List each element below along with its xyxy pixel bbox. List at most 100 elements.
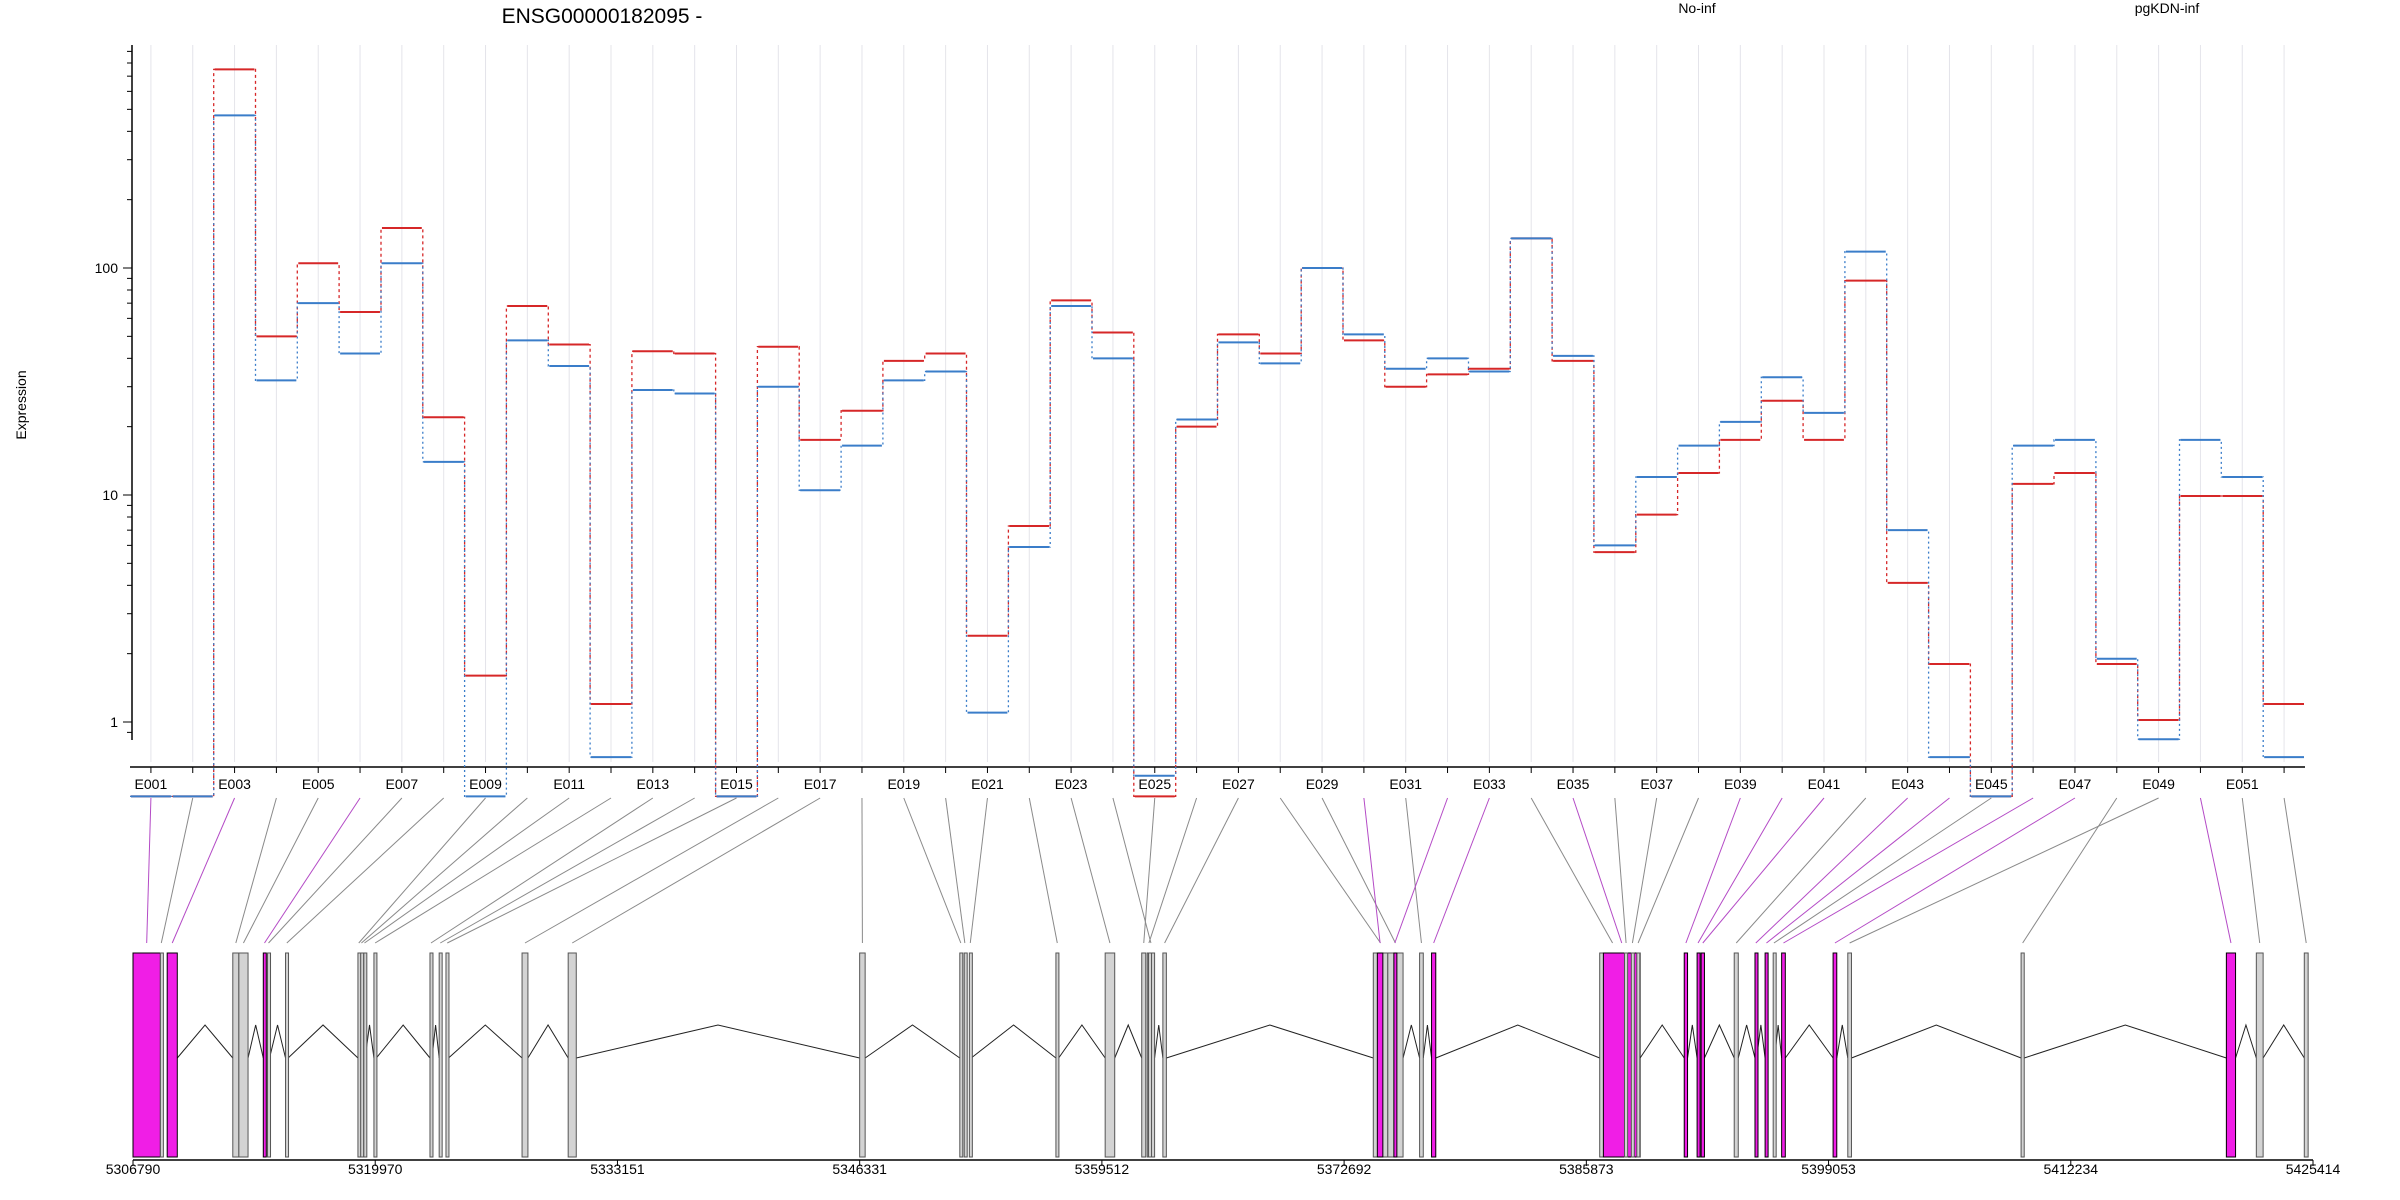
x-tick-label: E017 <box>804 776 837 792</box>
exon <box>232 952 240 1158</box>
x-tick-label: E047 <box>2059 776 2092 792</box>
exon <box>1636 952 1641 1158</box>
exon <box>238 952 249 1158</box>
exon <box>1419 952 1424 1158</box>
connector-line <box>1363 797 1381 944</box>
x-tick-label: E045 <box>1975 776 2008 792</box>
intron <box>1687 1024 1698 1059</box>
x-tick-label: E033 <box>1473 776 1506 792</box>
exon <box>1055 952 1060 1158</box>
exon <box>2020 952 2025 1158</box>
exon <box>1141 952 1147 1158</box>
exon-highlighted <box>1683 952 1689 1158</box>
connector-line <box>1783 797 2034 944</box>
connector-line <box>1637 797 1699 944</box>
intron <box>1703 1023 1735 1059</box>
x-tick-label: E029 <box>1306 776 1339 792</box>
legend-entry-pgkdn-inf: pgKDN-inf <box>2135 0 2200 16</box>
intron <box>1784 1024 1834 1059</box>
connector-line <box>1279 797 1381 944</box>
x-axis: E001 E003 E005 E007 E009 E011 E013 E015 E017 E019… <box>130 766 2305 792</box>
x-tick-label: E007 <box>386 776 419 792</box>
connector-line <box>1685 797 1741 944</box>
connector-line <box>286 797 445 944</box>
connector-line <box>1530 797 1614 944</box>
exon-highlighted <box>132 952 161 1158</box>
connector-line <box>235 797 277 944</box>
x-tick-label: E037 <box>1640 776 1673 792</box>
connector-line <box>1834 797 2076 944</box>
y-axis-label: Expression <box>13 370 29 439</box>
x-tick-label: E021 <box>971 776 1004 792</box>
exon <box>567 952 577 1158</box>
intron <box>2235 1023 2257 1059</box>
x-tick-label: E001 <box>135 776 168 792</box>
y-tick-label: 100 <box>95 260 119 276</box>
intron <box>1435 1024 1600 1059</box>
exon <box>2303 952 2309 1158</box>
exon <box>2255 952 2264 1158</box>
connector-line <box>1702 797 1825 944</box>
x-tick-label: E035 <box>1557 776 1590 792</box>
exon <box>1772 952 1777 1158</box>
x-tick-label: E025 <box>1138 776 1171 792</box>
connector-line <box>440 797 695 944</box>
x-tick-label: E013 <box>636 776 669 792</box>
connector-line <box>171 797 236 944</box>
connector-line <box>1405 797 1422 944</box>
exon <box>1630 952 1635 1158</box>
connector-line <box>1849 797 2159 944</box>
exon <box>363 952 368 1158</box>
connector-line <box>1755 797 1908 944</box>
exon <box>521 952 529 1158</box>
vertical-gridlines <box>150 45 2285 762</box>
genome-coordinate-label: 5385873 <box>1559 1161 1614 1177</box>
x-tick-label: E019 <box>887 776 920 792</box>
exon-highlighted <box>166 952 178 1158</box>
connector-line <box>1112 797 1152 944</box>
genome-coordinate-label: 5412234 <box>2044 1161 2099 1177</box>
series-pgkdn-inf <box>130 114 2305 798</box>
x-tick-label: E051 <box>2226 776 2259 792</box>
genome-coordinate-label: 5333151 <box>590 1161 645 1177</box>
y-tick-label: 1 <box>110 714 118 730</box>
intron <box>1166 1024 1374 1059</box>
connector-line <box>1773 797 1992 944</box>
series-no-inf <box>130 68 2305 798</box>
x-tick-label: E015 <box>720 776 753 792</box>
exon-highlighted <box>1764 952 1769 1158</box>
intron <box>864 1024 961 1059</box>
exon <box>1104 952 1116 1158</box>
genome-coordinate-label: 5306790 <box>106 1161 161 1177</box>
gene-model <box>132 952 2309 1158</box>
connector-line <box>1572 797 1623 944</box>
exon <box>373 952 378 1158</box>
connector-line <box>243 797 319 944</box>
exon-highlighted <box>2225 952 2237 1158</box>
x-tick-label: E043 <box>1891 776 1924 792</box>
exon <box>429 952 434 1158</box>
x-tick-label: E041 <box>1808 776 1841 792</box>
x-tick-label: E027 <box>1222 776 1255 792</box>
legend-entry-no-inf: No-inf <box>1678 0 1715 16</box>
connector-line <box>374 797 612 944</box>
exon <box>360 952 365 1158</box>
connector-line <box>1766 797 1950 944</box>
connector-line <box>1321 797 1396 944</box>
intron <box>1639 1024 1685 1059</box>
connector-line <box>1070 797 1111 944</box>
exon-highlighted <box>1700 952 1705 1158</box>
connector-line <box>2283 797 2307 944</box>
y-tick-label: 10 <box>102 487 118 503</box>
exon-highlighted <box>1754 952 1759 1158</box>
exon-highlighted <box>262 952 267 1158</box>
x-tick-label: E023 <box>1055 776 1088 792</box>
genomic-coordinate-axis: 5306790 5319970 5333151 5346331 5359512 53726… <box>106 1159 2340 1177</box>
connector-line <box>571 797 821 944</box>
exon <box>285 952 290 1158</box>
genome-coordinate-label: 5359512 <box>1075 1161 1130 1177</box>
connector-line <box>1164 797 1239 944</box>
exon <box>159 952 164 1158</box>
connector-line <box>430 797 654 944</box>
